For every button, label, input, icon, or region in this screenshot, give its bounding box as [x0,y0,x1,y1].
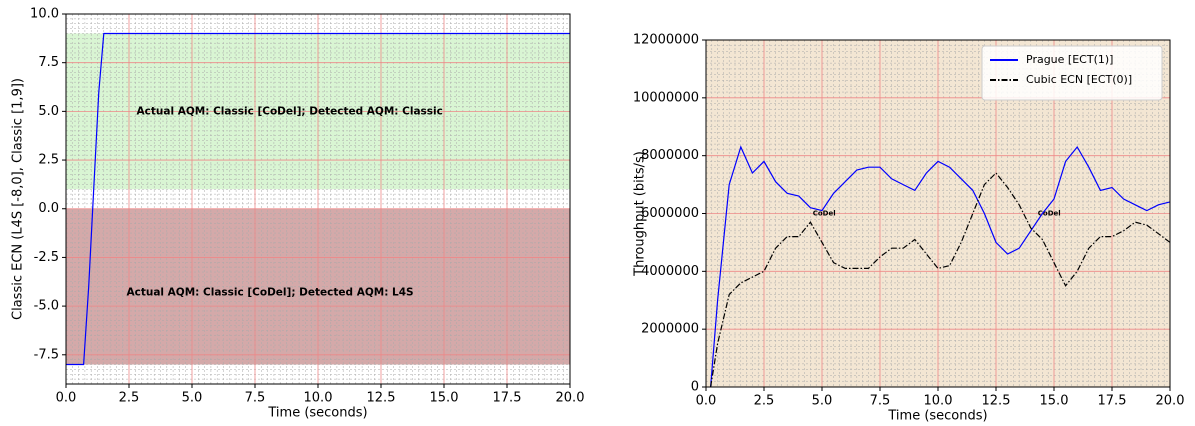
y-tick-label: 8000000 [641,148,699,163]
data-line [710,172,1171,388]
legend-label: Cubic ECN [ECT(0)] [1026,73,1132,86]
plot-frame [705,39,1171,388]
data-line [66,32,570,366]
y-tick-label: -5.0 [34,299,59,314]
subplot: -7.5 -5.0 -2.5 0.0 2.5 5.0 7.5 10.0 0.0 2.5 5.0 7.5… [11,7,585,421]
y-tick-label: 5.0 [38,104,59,119]
y-tick-label: -2.5 [34,250,59,265]
x-tick-label: 2.5 [119,391,140,406]
subplot: 0 2000000 4000000 6000000 8000000 10000000 120… [633,33,1185,424]
x-tick-label: 20.0 [1156,394,1185,409]
y-tick-label: -7.5 [34,347,59,362]
y-tick-label: 2.5 [38,153,59,168]
plot-frame [65,13,571,385]
legend-label: Prague [ECT(1)] [1026,53,1113,66]
annotation: Actual AQM: Classic [CoDel]; Detected AQ… [137,105,443,117]
x-axis-label: Time (seconds) [887,409,987,424]
x-tick-label: 0.0 [696,394,717,409]
x-tick-label: 12.5 [367,391,396,406]
x-tick-label: 2.5 [754,394,775,409]
y-axis-label: Throughput (bits/s) [633,151,648,277]
annotation: CoDel [1038,210,1061,218]
x-tick-label: 10.0 [924,394,953,409]
x-axis-label: Time (seconds) [267,406,367,421]
x-tick-label: 15.0 [1040,394,1069,409]
y-axis-label: Classic ECN (L4S [-8,0], Classic [1,9]) [11,78,26,320]
y-tick-label: 2000000 [641,322,699,337]
y-tick-label: 7.5 [38,55,59,70]
y-tick-label: 10.0 [30,7,59,22]
x-tick-label: 20.0 [556,391,585,406]
data-line [710,145,1171,388]
x-tick-label: 0.0 [56,391,77,406]
y-tick-label: 4000000 [641,264,699,279]
x-tick-label: 12.5 [982,394,1011,409]
x-tick-label: 17.5 [1098,394,1127,409]
x-tick-label: 5.0 [812,394,833,409]
annotation: CoDel [813,210,836,218]
x-tick-label: 7.5 [245,391,266,406]
x-tick-label: 5.0 [182,391,203,406]
annotation: Actual AQM: Classic [CoDel]; Detected AQ… [126,286,413,298]
x-tick-label: 17.5 [493,391,522,406]
x-tick-label: 7.5 [870,394,891,409]
y-tick-label: 6000000 [641,206,699,221]
y-tick-label: 0 [691,380,699,395]
y-tick-label: 12000000 [633,33,699,48]
y-tick-label: 10000000 [633,90,699,105]
x-tick-label: 15.0 [430,391,459,406]
y-tick-label: 0.0 [38,201,59,216]
x-tick-label: 10.0 [304,391,333,406]
legend-box [981,45,1163,101]
